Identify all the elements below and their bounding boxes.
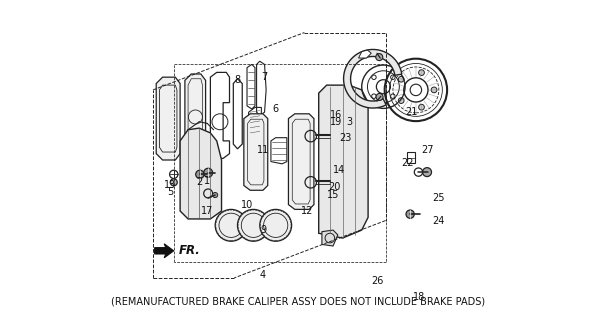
Bar [407,152,415,163]
Circle shape [213,193,218,197]
Text: 26: 26 [371,276,384,286]
Text: 4: 4 [260,270,266,280]
Text: 22: 22 [402,158,414,168]
Circle shape [431,87,437,93]
Polygon shape [185,74,206,157]
Text: 13: 13 [164,180,176,190]
Text: 7: 7 [262,72,268,82]
Text: 14: 14 [333,164,346,174]
Text: 20: 20 [328,182,341,192]
Text: 10: 10 [241,200,253,210]
Text: 16: 16 [330,110,342,120]
Text: 27: 27 [421,146,433,156]
Circle shape [237,209,269,241]
Text: 3: 3 [346,117,352,127]
Polygon shape [154,244,174,258]
Circle shape [204,168,213,177]
Text: FR.: FR. [179,244,200,257]
Text: 6: 6 [272,104,279,114]
Circle shape [376,93,383,100]
Circle shape [195,170,204,179]
Circle shape [170,179,177,186]
Text: 5: 5 [167,187,173,197]
Text: 9: 9 [260,225,266,235]
Text: 18: 18 [413,292,425,302]
Polygon shape [359,50,371,58]
Circle shape [215,209,247,241]
Polygon shape [180,128,222,219]
Circle shape [398,98,404,103]
Circle shape [418,70,424,76]
Text: 23: 23 [340,133,352,143]
Text: 24: 24 [432,216,445,226]
Circle shape [375,53,383,60]
Text: 25: 25 [432,193,445,203]
Text: 12: 12 [302,206,313,216]
Polygon shape [319,85,368,238]
Circle shape [418,104,424,110]
Text: 19: 19 [330,117,342,127]
Circle shape [260,209,291,241]
Polygon shape [322,230,338,246]
Text: 2: 2 [196,177,203,187]
Circle shape [423,168,432,177]
Polygon shape [343,50,402,108]
Circle shape [406,210,414,218]
Polygon shape [288,114,314,209]
Text: 1: 1 [204,176,210,186]
Polygon shape [156,77,180,160]
Text: (REMANUFACTURED BRAKE CALIPER ASSY DOES NOT INCLUDE BRAKE PADS): (REMANUFACTURED BRAKE CALIPER ASSY DOES … [111,297,485,307]
Text: 11: 11 [257,146,269,156]
Text: 8: 8 [234,75,241,85]
Text: 17: 17 [201,206,213,216]
Polygon shape [244,114,268,190]
Text: 21: 21 [405,107,417,117]
Text: 15: 15 [327,190,339,200]
Circle shape [398,76,404,82]
